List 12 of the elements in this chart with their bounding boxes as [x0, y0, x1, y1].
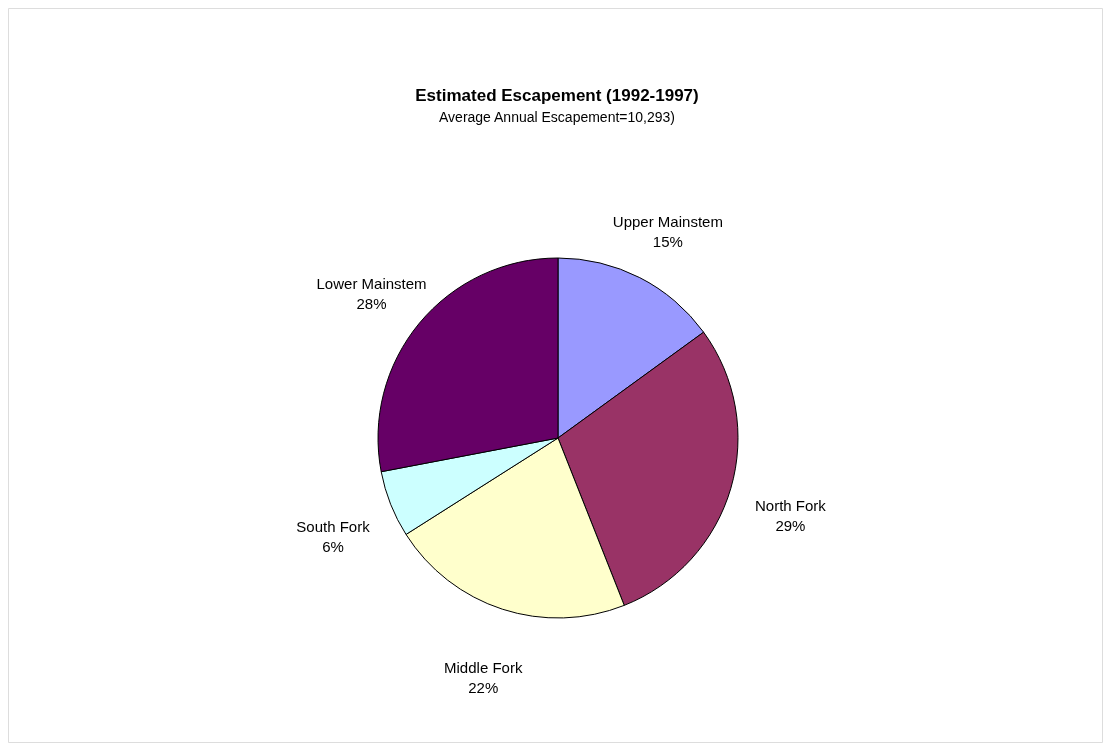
slice-label: South Fork [296, 518, 371, 536]
data-label: 29% [775, 516, 806, 534]
chart-subtitle: Average Annual Escapement=10,293) [439, 109, 675, 125]
chart-title: Estimated Escapement (1992-1997) [415, 86, 699, 105]
slice-label: North Fork [754, 496, 827, 514]
data-label: 22% [468, 679, 499, 697]
slice-label: Middle Fork [444, 659, 523, 677]
data-label: 15% [652, 233, 683, 251]
data-label: 6% [322, 538, 344, 556]
slice-label: Lower Mainstem [316, 274, 427, 292]
data-label: 28% [356, 294, 387, 312]
slice-label: Upper Mainstem [612, 213, 723, 231]
